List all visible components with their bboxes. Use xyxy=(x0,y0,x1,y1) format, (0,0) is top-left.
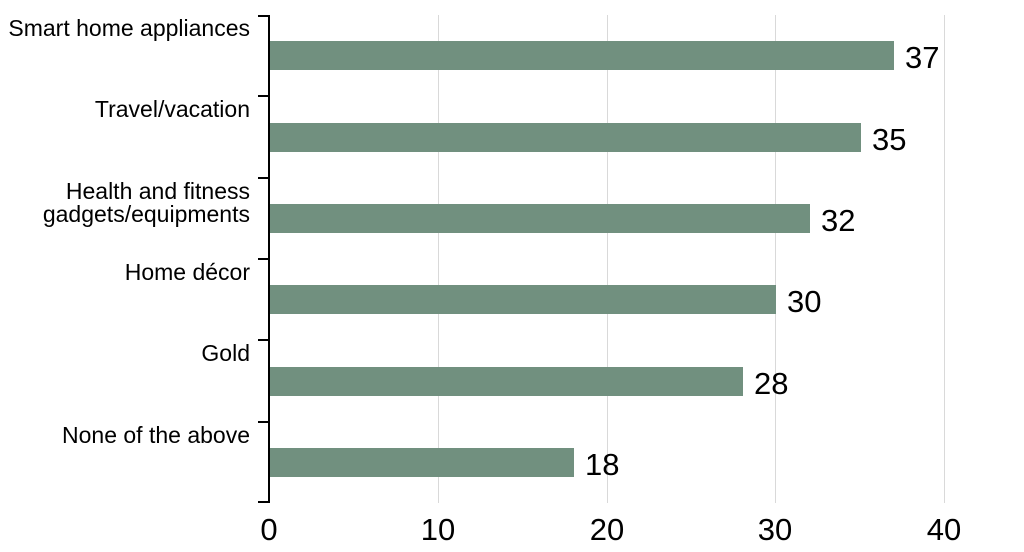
category-label-home-d-cor: Home décor xyxy=(124,259,250,285)
y-axis-tick xyxy=(258,95,268,97)
value-label-smart-home-appliances: 37 xyxy=(905,40,940,75)
value-label-none-of-the-above: 18 xyxy=(585,447,620,482)
bar-gold xyxy=(270,367,743,396)
bar-home-d-cor xyxy=(270,285,776,314)
y-axis-tick xyxy=(258,15,268,17)
gridline-30 xyxy=(775,15,776,503)
y-axis-tick xyxy=(258,501,268,503)
gridline-40 xyxy=(944,15,945,503)
y-axis-tick xyxy=(258,339,268,341)
value-label-home-d-cor: 30 xyxy=(787,284,822,319)
x-axis-tick-label-10: 10 xyxy=(420,512,456,547)
bar-travel-vacation xyxy=(270,123,861,152)
y-axis-tick xyxy=(258,258,268,260)
category-label-travel-vacation: Travel/vacation xyxy=(94,96,250,122)
x-axis-tick-label-30: 30 xyxy=(757,512,793,547)
category-label-gold: Gold xyxy=(201,340,250,366)
category-label-none-of-the-above: None of the above xyxy=(62,422,250,448)
gridline-10 xyxy=(438,15,439,503)
y-axis-tick xyxy=(258,421,268,423)
value-label-health-and-fitness-gadgets-equipments: 32 xyxy=(821,203,856,238)
value-label-travel-vacation: 35 xyxy=(872,122,907,157)
gridline-20 xyxy=(607,15,608,503)
bar-smart-home-appliances xyxy=(270,41,894,70)
category-label-health-and-fitness-gadgets-equipments: Health and fitness gadgets/equipments xyxy=(42,178,250,227)
bar-health-and-fitness-gadgets-equipments xyxy=(270,204,810,233)
x-axis-tick-label-20: 20 xyxy=(589,512,625,547)
y-axis-line xyxy=(268,15,270,503)
x-axis-tick-label-0: 0 xyxy=(260,512,278,547)
y-axis-tick xyxy=(258,177,268,179)
bar-none-of-the-above xyxy=(270,448,574,477)
value-label-gold: 28 xyxy=(754,366,789,401)
x-axis-tick-label-40: 40 xyxy=(926,512,962,547)
category-label-smart-home-appliances: Smart home appliances xyxy=(8,15,250,41)
